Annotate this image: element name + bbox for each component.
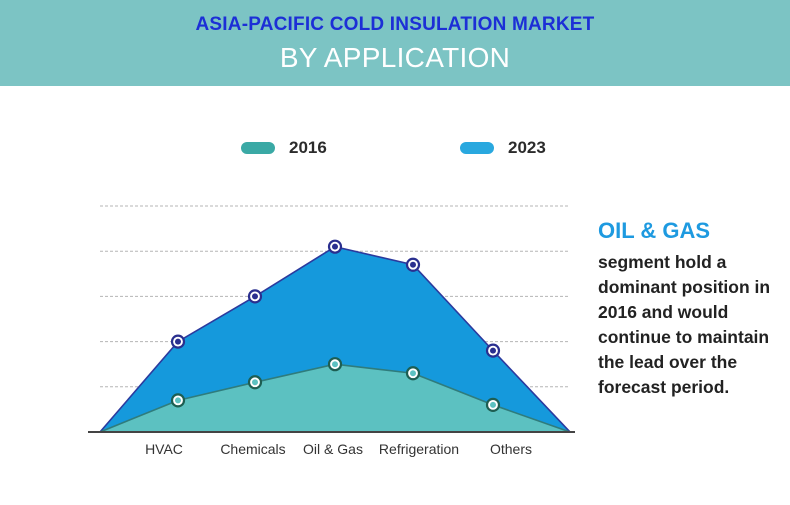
chart-subtitle: BY APPLICATION xyxy=(279,42,511,73)
category-label-1: Chemicals xyxy=(220,441,285,457)
header-banner: ASIA-PACIFIC COLD INSULATION MARKET BY A… xyxy=(0,0,790,86)
point-center-2016-4 xyxy=(490,401,496,408)
category-label-2: Oil & Gas xyxy=(303,441,363,457)
category-label-3: Refrigeration xyxy=(379,441,459,457)
legend-label-2016: 2016 xyxy=(289,138,327,157)
insight-panel: OIL & GAS segment hold a dominant positi… xyxy=(598,218,788,400)
legend-label-2023: 2023 xyxy=(508,138,546,157)
chart-title: ASIA-PACIFIC COLD INSULATION MARKET xyxy=(195,14,595,35)
legend-swatch-2023 xyxy=(460,142,494,154)
point-center-2023-3 xyxy=(410,261,416,268)
point-center-2023-0 xyxy=(175,338,181,345)
insight-text: segment hold a dominant position in 2016… xyxy=(598,252,771,397)
area-series-2016 xyxy=(99,363,571,433)
legend-item-2016: 2016 xyxy=(241,138,327,158)
category-label-4: Others xyxy=(490,441,532,457)
legend-item-2023: 2023 xyxy=(460,138,546,158)
area-series-2023 xyxy=(98,245,572,433)
point-center-2016-2 xyxy=(332,361,338,368)
category-label-0: HVAC xyxy=(145,441,183,457)
point-center-2016-1 xyxy=(252,379,258,386)
legend-swatch-2016 xyxy=(241,142,275,154)
point-center-2023-4 xyxy=(490,347,496,354)
point-center-2016-0 xyxy=(175,397,181,404)
point-center-2016-3 xyxy=(410,370,416,377)
insight-heading: OIL & GAS xyxy=(598,218,711,243)
point-center-2023-1 xyxy=(252,293,258,300)
point-center-2023-2 xyxy=(332,243,338,250)
